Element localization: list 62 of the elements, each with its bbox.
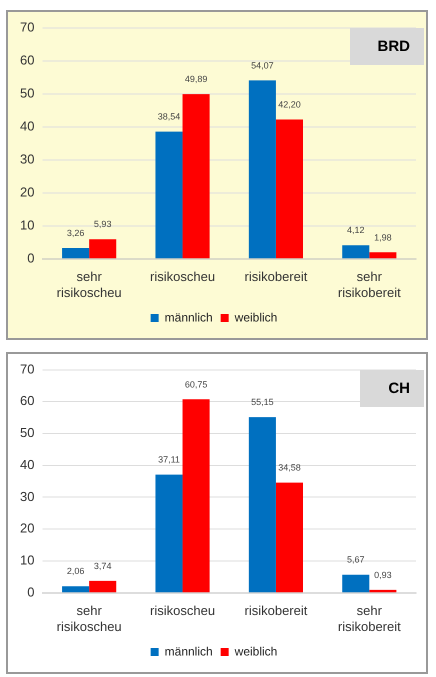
x-tick-label: sehr risikoscheu bbox=[56, 269, 122, 300]
text: BRD bbox=[350, 28, 424, 65]
data-label: 0,93 bbox=[374, 570, 392, 580]
bar bbox=[62, 586, 90, 592]
bar bbox=[369, 252, 396, 258]
bar bbox=[276, 482, 304, 592]
x-tick-label: sehr risikobereit bbox=[338, 269, 402, 300]
y-tick-label: 20 bbox=[20, 184, 34, 200]
data-label: 5,93 bbox=[94, 219, 112, 230]
x-tick-label: risikoscheu bbox=[150, 603, 216, 618]
y-tick-label: 40 bbox=[20, 456, 34, 472]
data-label: 37,11 bbox=[158, 454, 180, 465]
legend-label: männlich bbox=[164, 644, 213, 658]
y-tick-label: 0 bbox=[27, 584, 34, 600]
bar bbox=[342, 574, 370, 592]
y-tick-label: 30 bbox=[20, 488, 34, 504]
data-label: 49,89 bbox=[184, 74, 208, 84]
data-label: 55,15 bbox=[251, 397, 274, 408]
text: CH bbox=[360, 370, 424, 407]
data-label: 3,74 bbox=[94, 560, 112, 571]
y-tick-label: 10 bbox=[20, 552, 34, 568]
data-label: 2,06 bbox=[66, 566, 84, 576]
bar bbox=[89, 239, 116, 258]
bar bbox=[62, 248, 90, 258]
data-label: 1,98 bbox=[374, 232, 392, 242]
y-tick-label: 40 bbox=[20, 118, 34, 134]
y-tick-label: 70 bbox=[20, 19, 34, 34]
y-tick-label: 20 bbox=[20, 520, 34, 536]
y-tick-label: 50 bbox=[20, 425, 34, 440]
x-tick-label: sehr risikoscheu bbox=[56, 603, 122, 634]
data-label: 3,26 bbox=[66, 228, 84, 238]
legend-label: weiblich bbox=[234, 644, 278, 658]
y-tick-label: 60 bbox=[20, 393, 34, 408]
x-tick-label: sehr risikobereit bbox=[338, 603, 402, 634]
bar bbox=[248, 417, 276, 592]
bar bbox=[89, 580, 116, 592]
data-label: 54,07 bbox=[251, 60, 274, 70]
data-label: 5,67 bbox=[347, 554, 365, 565]
bar bbox=[155, 474, 183, 592]
y-tick-label: 0 bbox=[27, 250, 34, 266]
x-tick-label: risikoscheu bbox=[150, 269, 216, 284]
data-label: 34,58 bbox=[278, 462, 301, 473]
data-label: 4,12 bbox=[347, 225, 365, 236]
bar bbox=[276, 120, 304, 258]
bar bbox=[342, 245, 370, 258]
legend-label: weiblich bbox=[234, 310, 278, 324]
y-tick-label: 30 bbox=[20, 151, 34, 166]
bar bbox=[369, 590, 396, 592]
bar bbox=[248, 80, 276, 258]
data-label: 60,75 bbox=[184, 379, 208, 390]
x-tick-label: risikobereit bbox=[244, 603, 308, 618]
y-tick-label: 70 bbox=[20, 361, 34, 376]
y-tick-label: 10 bbox=[20, 217, 34, 232]
x-tick-label: risikobereit bbox=[244, 269, 308, 284]
y-tick-label: 60 bbox=[20, 52, 34, 68]
y-tick-label: 50 bbox=[20, 85, 34, 100]
data-label: 42,20 bbox=[278, 100, 301, 110]
bar bbox=[182, 94, 210, 258]
legend-label: männlich bbox=[164, 310, 213, 324]
data-label: 38,54 bbox=[158, 112, 180, 122]
bar bbox=[155, 132, 183, 258]
bar bbox=[182, 399, 210, 592]
